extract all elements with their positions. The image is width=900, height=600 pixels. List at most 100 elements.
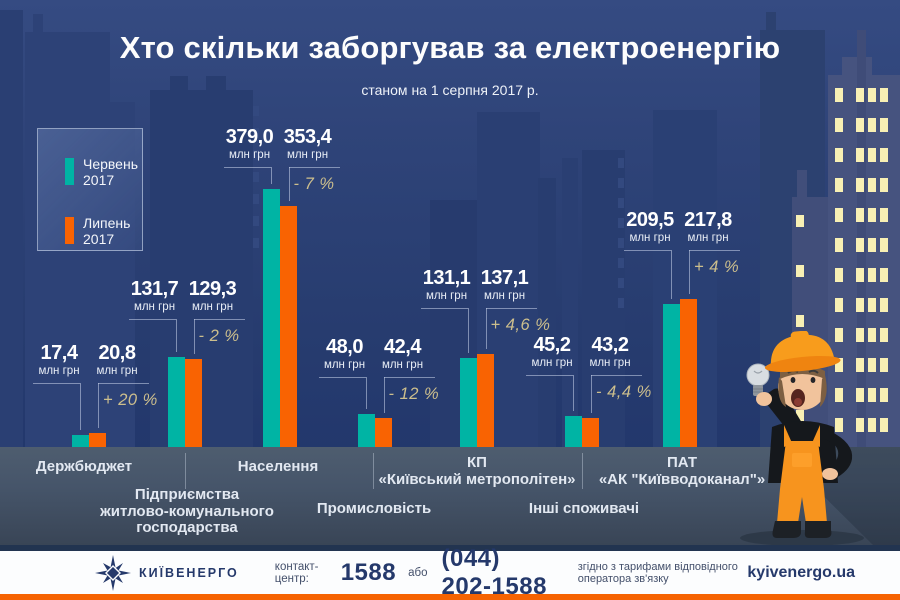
building-notch (618, 258, 624, 268)
leader-line (671, 250, 672, 299)
lit-window (880, 118, 888, 132)
value-unit: млн грн (286, 149, 329, 161)
lit-window (880, 298, 888, 312)
value-unit: млн грн (323, 359, 366, 371)
value-label-july: 42,4 млн грн (371, 337, 435, 372)
kyivenergo-star-icon (95, 554, 131, 591)
lit-window (796, 410, 804, 422)
lit-window (856, 358, 864, 372)
leader-line (591, 375, 592, 413)
building-notch (618, 278, 624, 288)
value-unit: млн грн (483, 290, 526, 302)
bar-june (262, 189, 280, 447)
contact-center-label: контакт-центр: (274, 560, 319, 585)
lit-window (835, 418, 843, 432)
leader-line (175, 319, 177, 352)
building-notch (253, 216, 259, 226)
bar-july (184, 359, 202, 447)
value-number: 42,4 (384, 336, 421, 358)
building-silhouette (766, 12, 776, 447)
building-notch (618, 198, 624, 208)
leader-line (689, 250, 690, 294)
lit-window (856, 208, 864, 222)
legend-item-june: Червень 2017 (65, 156, 138, 188)
value-label-june: 48,0 млн грн (313, 337, 377, 372)
category-label: ПАТ «АК "Київводоканал"» (598, 454, 766, 488)
category-label: КП «Київський метрополітен» (378, 454, 576, 488)
lit-window (835, 328, 843, 342)
category-label: Держбюджет (35, 458, 133, 475)
leader-line (193, 319, 245, 320)
building-notch (253, 194, 259, 204)
category-divider (373, 453, 374, 489)
building-silhouette (562, 158, 578, 447)
value-label-june: 131,1 млн грн (415, 268, 479, 303)
building-silhouette (582, 150, 625, 447)
leader-line (624, 250, 671, 251)
category-label: Інші споживачі (528, 500, 640, 517)
page-title: Хто скільки заборгував за електроенергію (119, 30, 781, 65)
leader-line (365, 377, 367, 409)
percent-change: + 20 % (103, 391, 158, 409)
leader-line (485, 308, 537, 309)
leader-line (573, 375, 574, 411)
legend-swatch-june (65, 158, 74, 185)
value-number: 45,2 (533, 334, 571, 356)
value-label-july: 353,4 млн грн (276, 127, 340, 162)
value-label-june: 45,2 млн грн (520, 335, 584, 370)
lit-window (868, 328, 876, 342)
legend-item-july: Липень 2017 (65, 215, 130, 247)
website-link[interactable]: kyivenergo.ua (747, 563, 855, 581)
lit-window (796, 315, 804, 327)
building-notch (253, 128, 259, 138)
page-subtitle: станом на 1 серпня 2017 р. (361, 82, 539, 98)
value-label-june: 209,5 млн грн (618, 210, 682, 245)
building-notch (618, 178, 624, 188)
lit-window (835, 298, 843, 312)
bar-june (357, 414, 375, 447)
leader-line (33, 383, 80, 384)
lit-window (835, 238, 843, 252)
building-silhouette (33, 14, 43, 447)
lit-window (856, 148, 864, 162)
bar-june (72, 435, 89, 447)
bar-june (565, 416, 582, 447)
value-number: 20,8 (98, 342, 136, 364)
value-number: 131,1 (422, 267, 471, 289)
lit-window (835, 388, 843, 402)
leader-line (689, 250, 740, 251)
lit-window (868, 238, 876, 252)
leader-line (98, 383, 99, 428)
bar-july (680, 299, 697, 447)
phone-number: (044) 202-1588 (441, 544, 547, 600)
footer-accent-strip (0, 594, 900, 600)
building-notch (618, 158, 624, 168)
value-label-june: 131,7 млн грн (123, 279, 187, 314)
leader-line (128, 319, 176, 320)
lit-window (868, 88, 876, 102)
lit-window (796, 215, 804, 227)
lit-window (856, 328, 864, 342)
lit-window (880, 88, 888, 102)
lit-window (856, 238, 864, 252)
value-unit: млн грн (38, 365, 80, 377)
lit-window (868, 118, 876, 132)
lit-window (835, 148, 843, 162)
building-silhouette (150, 90, 253, 447)
bar-july (279, 206, 297, 447)
leader-line (98, 383, 149, 384)
lit-window (835, 268, 843, 282)
value-number: 129,3 (188, 278, 237, 300)
value-label-july: 217,8 млн грн (676, 210, 740, 245)
leader-line (318, 377, 366, 378)
value-number: 137,1 (480, 267, 529, 289)
lit-window (796, 265, 804, 277)
building-silhouette (110, 102, 135, 447)
lit-window (880, 148, 888, 162)
bar-july (476, 354, 494, 447)
lit-window (856, 418, 864, 432)
category-divider (185, 453, 186, 489)
building-notch (253, 150, 259, 160)
legend-label-june: Червень 2017 (83, 156, 138, 188)
